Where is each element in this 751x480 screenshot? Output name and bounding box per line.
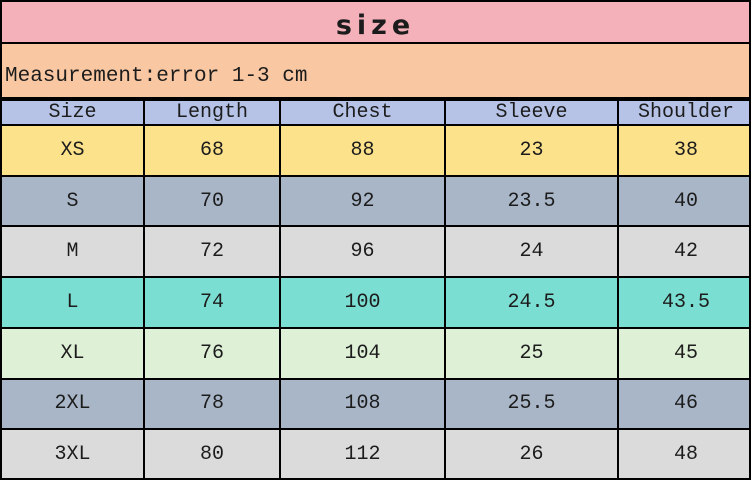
cell-xl-chest: 104 [279, 326, 446, 380]
cell-l-sleeve: 24.5 [444, 276, 619, 329]
cell-xs-length: 68 [143, 124, 281, 177]
column-header-shoulder: Shoulder [617, 99, 749, 126]
cell-3xl-size: 3XL [2, 428, 145, 478]
cell-s-chest: 92 [279, 174, 446, 228]
cell-l-chest: 100 [279, 276, 446, 329]
measurement-note: Measurement:error 1-3 cm [5, 64, 308, 88]
column-header-sleeve: Sleeve [444, 99, 619, 126]
cell-3xl-length: 80 [143, 428, 281, 478]
title-bar: size [2, 2, 749, 44]
cell-3xl-sleeve: 26 [444, 428, 619, 478]
cell-xl-length: 76 [143, 326, 281, 380]
cell-2xl-length: 78 [143, 377, 281, 431]
cell-s-shoulder: 40 [617, 174, 749, 228]
cell-xl-size: XL [2, 326, 145, 380]
table-row-2xl: 2XL 78 108 25.5 46 [2, 377, 749, 431]
column-header-chest: Chest [279, 99, 446, 126]
size-table: Size Length Chest Sleeve Shoulder XS 68 … [2, 99, 749, 478]
cell-s-length: 70 [143, 174, 281, 228]
table-row-m: M 72 96 24 42 [2, 225, 749, 279]
table-row-s: S 70 92 23.5 40 [2, 174, 749, 228]
table-row-3xl: 3XL 80 112 26 48 [2, 428, 749, 478]
measurement-note-bar: Measurement:error 1-3 cm [2, 44, 749, 99]
cell-2xl-shoulder: 46 [617, 377, 749, 431]
cell-l-length: 74 [143, 276, 281, 329]
table-row-xs: XS 68 88 23 38 [2, 124, 749, 177]
cell-xl-shoulder: 45 [617, 326, 749, 380]
cell-2xl-chest: 108 [279, 377, 446, 431]
table-row-xl: XL 76 104 25 45 [2, 326, 749, 380]
cell-m-shoulder: 42 [617, 225, 749, 279]
cell-xs-size: XS [2, 124, 145, 177]
cell-2xl-size: 2XL [2, 377, 145, 431]
cell-xs-chest: 88 [279, 124, 446, 177]
cell-s-size: S [2, 174, 145, 228]
table-row-l: L 74 100 24.5 43.5 [2, 276, 749, 329]
cell-s-sleeve: 23.5 [444, 174, 619, 228]
cell-m-chest: 96 [279, 225, 446, 279]
page-title: size [335, 10, 416, 42]
table-header-row: Size Length Chest Sleeve Shoulder [2, 99, 749, 126]
column-header-length: Length [143, 99, 281, 126]
cell-3xl-chest: 112 [279, 428, 446, 478]
cell-xs-sleeve: 23 [444, 124, 619, 177]
cell-l-shoulder: 43.5 [617, 276, 749, 329]
cell-2xl-sleeve: 25.5 [444, 377, 619, 431]
cell-m-length: 72 [143, 225, 281, 279]
column-header-size: Size [2, 99, 145, 126]
cell-m-sleeve: 24 [444, 225, 619, 279]
cell-l-size: L [2, 276, 145, 329]
cell-xs-shoulder: 38 [617, 124, 749, 177]
cell-3xl-shoulder: 48 [617, 428, 749, 478]
cell-m-size: M [2, 225, 145, 279]
cell-xl-sleeve: 25 [444, 326, 619, 380]
